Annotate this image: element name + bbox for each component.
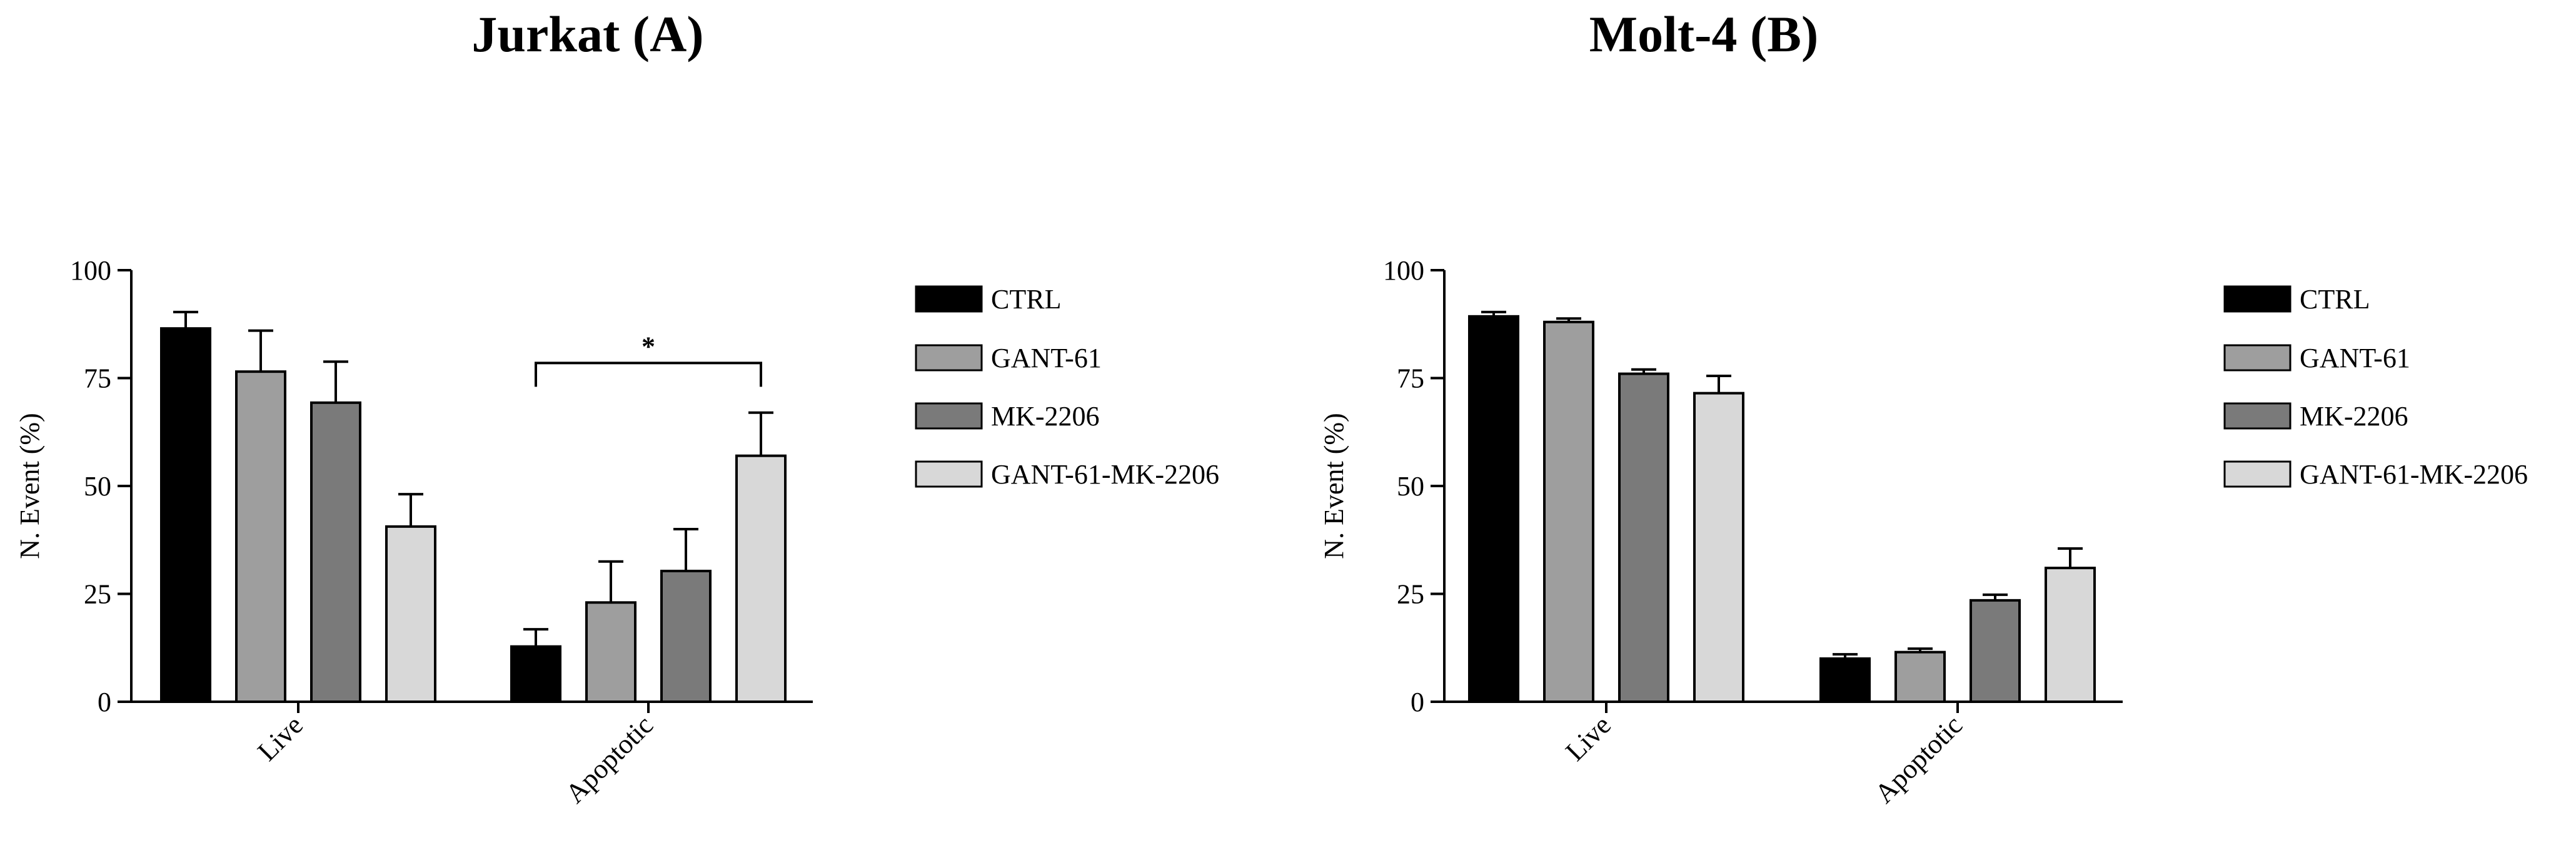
legend-label: MK-2206 — [991, 401, 1100, 432]
bar-live-gant-61-mk-2206 — [1693, 392, 1744, 704]
bar-live-ctrl — [1468, 315, 1519, 703]
y-axis-label: N. Event (%) — [14, 413, 45, 559]
y-tick-label: 75 — [1397, 363, 1424, 394]
legend-swatch-mk-2206 — [915, 402, 983, 430]
x-tick-label: Apoptotic — [560, 709, 659, 809]
y-tick-label: 100 — [70, 255, 111, 286]
y-tick-label: 50 — [1397, 471, 1424, 502]
legend-swatch-ctrl — [915, 285, 983, 313]
y-tick-label: 0 — [1411, 687, 1424, 717]
legend-label: CTRL — [991, 284, 1061, 315]
bar-apoptotic-gant-61-mk-2206 — [735, 454, 787, 703]
bar-live-mk-2206 — [1618, 372, 1669, 703]
x-tick-label: Live — [251, 709, 309, 767]
x-tick-label: Live — [1559, 709, 1617, 767]
y-tick-label: 25 — [1397, 579, 1424, 610]
x-tick-label: Apoptotic — [1869, 709, 1968, 809]
bar-apoptotic-ctrl — [510, 645, 561, 704]
chart-panel-1: Jurkat (A) N. Event (%) 0 25 50 75 100 Live Apop… — [14, 6, 1219, 809]
bar-apoptotic-gant-61 — [1894, 650, 1946, 704]
legend-swatch-mk-2206 — [2223, 402, 2292, 430]
significance-marker: * — [641, 331, 655, 362]
legend-swatch-gant-61 — [2223, 344, 2292, 372]
bar-live-gant-61 — [235, 370, 286, 703]
y-tick-label: 75 — [84, 363, 111, 394]
bar-apoptotic-mk-2206 — [660, 569, 712, 703]
significance-bracket — [535, 362, 762, 387]
y-tick-label: 0 — [98, 687, 111, 717]
legend-label: GANT-61-MK-2206 — [2300, 459, 2528, 490]
bar-apoptotic-gant-61 — [585, 601, 636, 703]
legend-swatch-gant-61-mk-2206 — [2223, 460, 2292, 488]
bar-live-mk-2206 — [310, 401, 361, 704]
legend-label: GANT-61-MK-2206 — [991, 459, 1219, 490]
bar-apoptotic-mk-2206 — [1970, 599, 2021, 703]
chart-title: Molt-4 (B) — [1589, 6, 1819, 63]
legend-swatch-gant-61 — [915, 344, 983, 372]
legend-swatch-gant-61-mk-2206 — [915, 460, 983, 488]
legend-label: CTRL — [2300, 284, 2370, 315]
bar-apoptotic-gant-61-mk-2206 — [2045, 567, 2096, 703]
legend-label: GANT-61 — [991, 343, 1102, 373]
bar-live-gant-61 — [1543, 320, 1594, 703]
chart-panel-2: Molt-4 (B) N. Event (%) 0 25 50 75 100 Live Apop… — [1319, 6, 2528, 809]
bar-live-ctrl — [160, 327, 211, 703]
bar-live-gant-61-mk-2206 — [385, 525, 436, 703]
legend-swatch-ctrl — [2223, 285, 2292, 313]
chart-title: Jurkat (A) — [471, 6, 703, 63]
y-tick-label: 50 — [84, 471, 111, 502]
y-axis-label: N. Event (%) — [1319, 413, 1349, 559]
y-tick-label: 100 — [1383, 255, 1424, 286]
legend-label: MK-2206 — [2300, 401, 2408, 432]
y-tick-label: 25 — [84, 579, 111, 610]
bar-apoptotic-ctrl — [1819, 657, 1871, 703]
legend-label: GANT-61 — [2300, 343, 2410, 373]
